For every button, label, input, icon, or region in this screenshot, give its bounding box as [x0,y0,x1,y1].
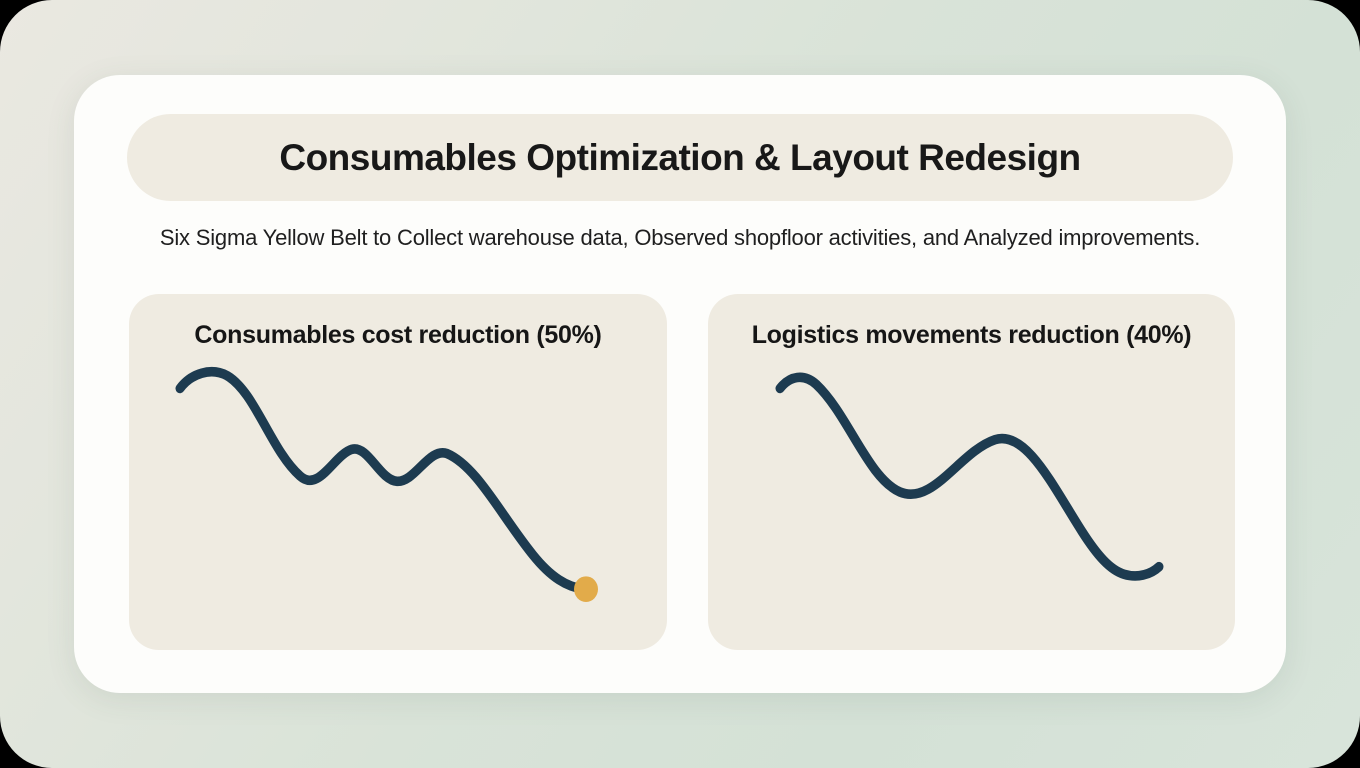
endpoint-marker-dot [574,576,598,602]
panel-logistics-movements: Logistics movements reduction (40%) [708,294,1235,650]
consumables-trend-line [175,367,589,594]
slide-card: Consumables Optimization & Layout Redesi… [74,75,1286,693]
title-banner: Consumables Optimization & Layout Redesi… [127,114,1233,201]
logistics-chart-area [708,350,1235,650]
slide-title: Consumables Optimization & Layout Redesi… [279,136,1081,178]
panel-consumables-cost: Consumables cost reduction (50%) [129,294,667,650]
panel-title-consumables: Consumables cost reduction (50%) [194,321,602,349]
panel-title-logistics: Logistics movements reduction (40%) [751,321,1192,349]
logistics-trend-line [775,372,1164,581]
slide-subtitle: Six Sigma Yellow Belt to Collect warehou… [159,225,1201,250]
consumables-chart-area [129,350,667,650]
consumables-trend-chart [175,367,598,602]
logistics-trend-chart [775,372,1164,581]
